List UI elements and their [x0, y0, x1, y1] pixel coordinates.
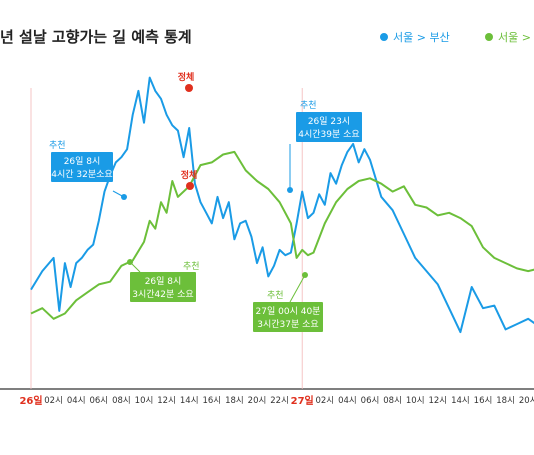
recommend-connector	[129, 261, 141, 273]
page-title: 년 설날 고향가는 길 예측 통계	[0, 28, 192, 46]
recommend-label: 추천	[300, 100, 317, 111]
x-tick-label: 14시	[180, 396, 199, 406]
x-tick-label: 08시	[112, 396, 131, 406]
recommend-box-line2: 3시간42분 소요	[132, 289, 193, 300]
legend-dot-icon	[380, 33, 388, 41]
x-tick-label: 18시	[496, 396, 515, 406]
recommend-box	[130, 272, 196, 302]
recommend-box-line1: 26일 8시	[64, 156, 101, 167]
congestion-label: 정체	[178, 71, 195, 83]
legend-label: 서울 > 부산	[393, 31, 450, 44]
recommend-label: 추천	[183, 261, 200, 272]
congestion-marker	[186, 182, 194, 190]
x-tick-label: 04시	[67, 396, 86, 406]
x-tick-label: 16시	[202, 396, 221, 406]
recommend-box	[51, 152, 113, 182]
x-tick-label: 08시	[383, 396, 402, 406]
recommend-box	[253, 302, 323, 332]
x-tick-label: 06시	[361, 396, 380, 406]
legend-dot-icon	[485, 33, 493, 41]
x-tick-label: 10시	[135, 396, 154, 406]
recommend-box-line1: 27일 00시 40분	[256, 306, 321, 317]
x-tick-label: 26일	[19, 394, 42, 407]
recommend-label: 추천	[267, 290, 284, 301]
recommend-box-line1: 26일 23시	[308, 116, 350, 127]
x-tick-label: 20시	[519, 396, 534, 406]
recommend-connector	[289, 274, 306, 303]
legend-item-gwangju: 서울 > 광주	[485, 29, 534, 45]
x-tick-label: 18시	[225, 396, 244, 406]
legend-label: 서울 > 광주	[498, 31, 534, 44]
x-tick-label: 12시	[428, 396, 447, 406]
recommend-box-line2: 4시간 32분소요	[51, 169, 112, 180]
recommend-label: 추천	[49, 140, 66, 151]
x-tick-label: 16시	[474, 396, 493, 406]
recommend-box-line2: 4시간39분 소요	[298, 129, 359, 140]
x-tick-label: 04시	[338, 396, 357, 406]
congestion-marker	[185, 84, 193, 92]
x-tick-label: 02시	[315, 396, 334, 406]
legend-item-busan: 서울 > 부산	[380, 29, 450, 45]
recommend-box-line1: 26일 8시	[145, 276, 182, 287]
x-tick-label: 14시	[451, 396, 470, 406]
x-tick-label: 20시	[248, 396, 267, 406]
x-tick-label: 06시	[89, 396, 108, 406]
x-tick-label: 10시	[406, 396, 425, 406]
series-line-busan	[30, 76, 534, 334]
recommend-connector	[112, 190, 125, 198]
x-tick-label: 27일	[291, 394, 314, 407]
x-tick-label: 22시	[270, 396, 289, 406]
congestion-label: 정체	[181, 169, 198, 181]
x-tick-label: 02시	[44, 396, 63, 406]
x-tick-label: 12시	[157, 396, 176, 406]
recommend-box-line2: 3시간37분 소요	[257, 319, 318, 330]
recommend-box	[296, 112, 362, 142]
